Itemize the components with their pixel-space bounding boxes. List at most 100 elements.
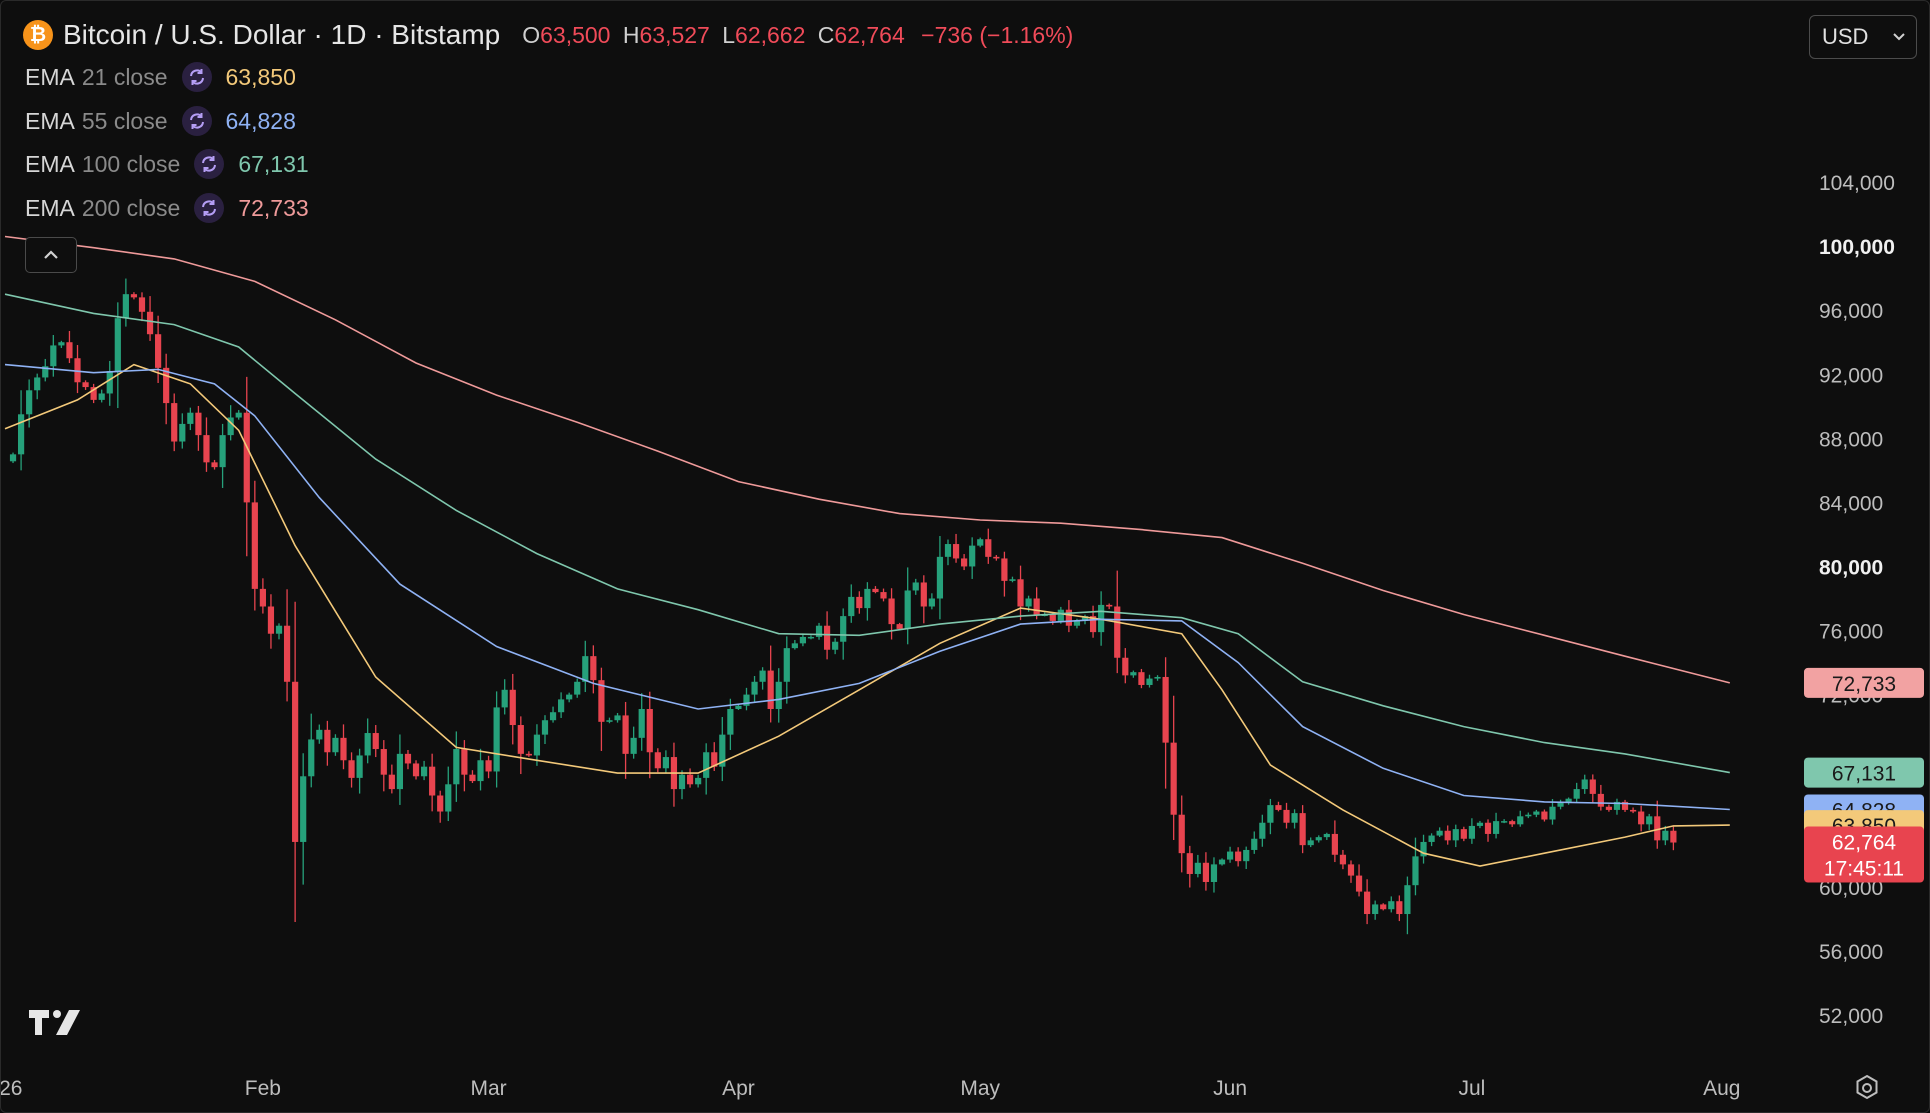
candle [1138,668,1145,689]
candle-body [98,393,105,400]
cycle-icon[interactable] [194,193,225,223]
candle [936,536,944,620]
candle-body [558,699,565,713]
candle [195,405,202,451]
indicator-ema-21[interactable]: EMA 21 close 63,850 [25,62,296,92]
candle [574,678,581,698]
last-price-badge-bg [1804,826,1924,883]
collapse-legend-button[interactable] [25,237,77,273]
candle [1662,825,1669,846]
candle [1629,807,1637,814]
candle-body [832,641,839,650]
indicator-params: 55 close [81,107,168,134]
candle [654,748,661,773]
candle [961,554,968,571]
cycle-icon[interactable] [194,149,225,179]
indicator-name: EMA [25,194,75,221]
candle-body [904,590,911,629]
candle [558,692,565,718]
candle [106,360,113,406]
indicator-name: EMA [25,63,75,90]
candle [1251,831,1258,854]
candle-body [364,733,371,756]
candle-body [566,694,573,700]
candle [163,353,170,425]
close-value: 62,764 [834,21,905,48]
candle-body [823,625,831,650]
candle [1178,795,1185,873]
candle [686,768,694,788]
candle [1517,810,1524,827]
high-value: 63,527 [639,21,710,48]
candle-body [235,412,242,418]
candle-body [1573,789,1580,799]
candle-body [888,598,895,625]
indicator-ema-55[interactable]: EMA 55 close 64,828 [25,106,296,136]
candle-body [1081,616,1089,621]
candle [469,770,476,784]
candle-body [1106,604,1113,607]
candle [1581,774,1588,794]
candle-body [90,387,97,400]
candle-body [1065,609,1072,626]
ema-line [4,293,1730,774]
currency-select[interactable]: USD [1809,15,1917,59]
tradingview-logo[interactable] [29,1007,85,1037]
candle-body [485,760,492,772]
candle-body [1541,811,1548,820]
indicator-params: 100 close [81,150,181,177]
cycle-icon[interactable] [181,62,212,92]
candle [1372,900,1379,920]
symbol-title[interactable]: Bitcoin / U.S. Dollar · 1D · Bitstamp [63,19,501,50]
indicator-params: 200 close [81,194,181,221]
candle [1146,674,1153,688]
cycle-icon[interactable] [181,106,212,136]
candle-body [1589,779,1596,794]
candle [98,389,105,403]
candle [1194,854,1201,878]
candle-body [332,737,339,753]
candle [928,593,935,610]
candle [767,645,774,723]
candle [840,608,847,660]
candle-body [1009,579,1016,581]
candle [751,676,758,702]
gear-icon[interactable] [1853,1073,1881,1101]
candle [1017,565,1024,621]
indicator-ema-100[interactable]: EMA 100 close 67,131 [25,149,309,179]
candle [1154,675,1161,681]
candle [453,731,460,802]
candle-body [654,752,661,769]
candle [1621,799,1629,812]
candle [880,588,887,602]
indicator-value: 63,850 [225,63,296,90]
candle [1509,819,1516,827]
price-badge-bg [1804,667,1924,698]
price-axis: 104,000 100,000 96,000 92,000 88,000 84,000 80… [1819,172,1895,1028]
candle [1001,551,1008,597]
candle-body [1291,813,1298,823]
indicator-ema-200[interactable]: EMA 200 close 72,733 [25,193,309,223]
candle [1065,600,1072,633]
indicator-value: 67,131 [238,150,309,177]
price-badge: 72,733 [1804,667,1924,698]
indicator-value: 64,828 [225,107,296,134]
candle-body [227,417,234,436]
candle [219,423,226,488]
candle [1235,847,1242,867]
candle-body [501,689,508,708]
candle-body [1089,616,1097,633]
candle [1501,819,1508,824]
candle [606,717,613,724]
candle-body [622,715,629,754]
candle-body [1122,657,1129,676]
candle-body [1484,822,1492,834]
candle-body [493,707,500,772]
candle [1476,820,1484,829]
candle-body [477,760,484,782]
candle-body [509,689,516,726]
candle [799,633,807,647]
candle [1106,603,1113,610]
